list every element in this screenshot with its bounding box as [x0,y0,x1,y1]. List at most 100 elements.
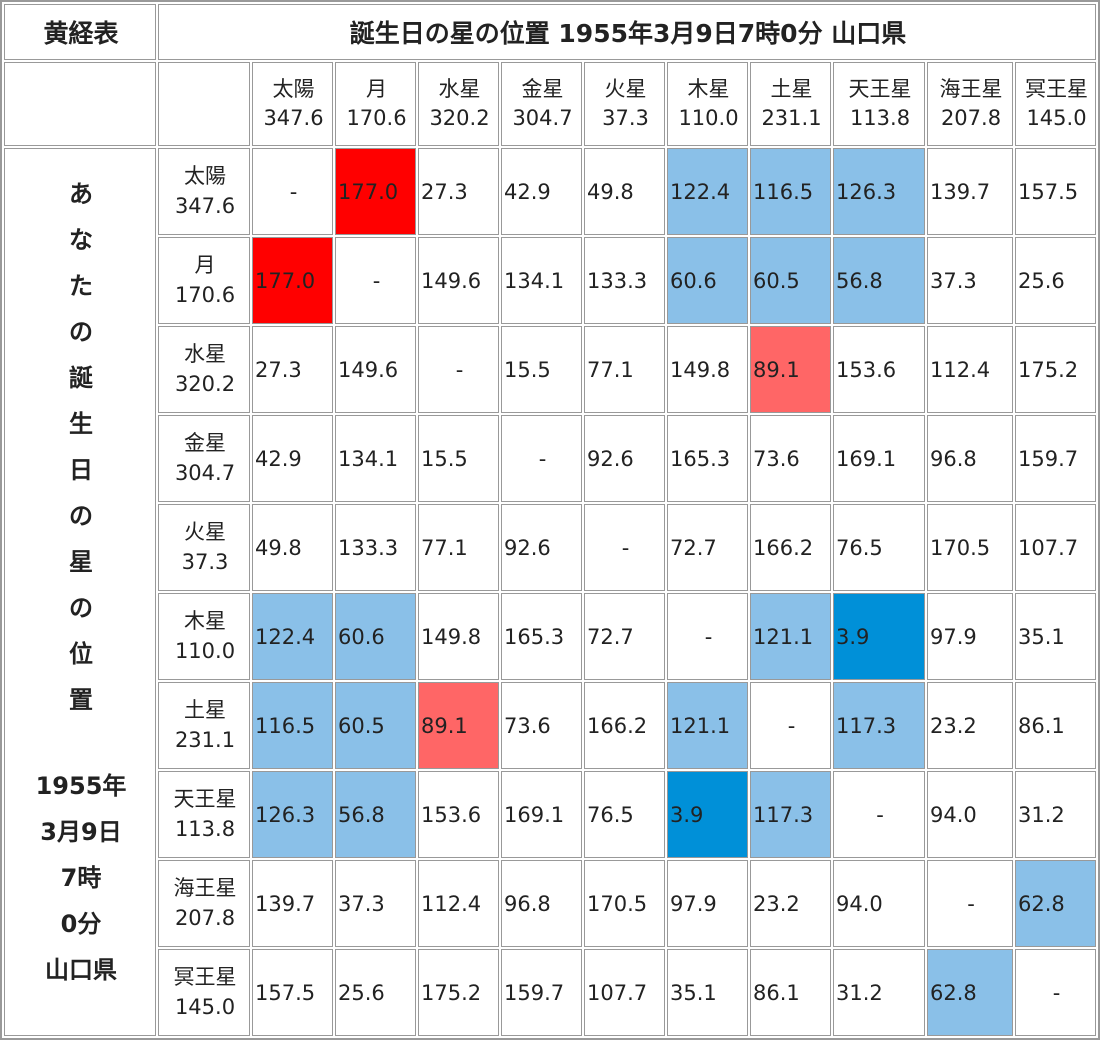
highlight-cell: 60.5 [335,682,416,769]
planet-longitude: 304.7 [512,106,573,130]
planet-name: 海王星 [939,76,1003,101]
planet-longitude: 145.0 [1026,106,1087,130]
planet-longitude: 207.8 [174,905,236,930]
planet-name: 冥王星 [1025,76,1088,101]
column-header: 木星 110.0 [667,62,748,146]
angle-cell: - [418,326,499,413]
angle-cell: 42.9 [252,415,333,502]
angle-cell: 166.2 [584,682,665,769]
highlight-cell: 122.4 [252,593,333,680]
planet-name: 月 [366,76,387,101]
angle-cell: 37.3 [335,860,416,947]
angle-cell: 77.1 [418,504,499,591]
table-row: あなたの誕生日の星の位置 1955年 3月9日 7時 0分 山口県 太陽 347.6-177.… [4,148,1096,1036]
highlight-cell: 60.6 [335,593,416,680]
planet-longitude: 37.3 [181,549,229,574]
column-header: 土星 231.1 [750,62,831,146]
angle-cell: 15.5 [418,415,499,502]
planet-name: 天王星 [173,787,237,812]
angle-cell: 92.6 [501,504,582,591]
angle-cell: 96.8 [501,860,582,947]
highlight-cell: 116.5 [252,682,333,769]
highlight-cell: 62.8 [927,949,1013,1036]
angle-cell: 133.3 [584,237,665,324]
angle-cell: 134.1 [501,237,582,324]
angle-cell: 165.3 [501,593,582,680]
angle-cell: 149.6 [335,326,416,413]
column-header: 冥王星 145.0 [1015,62,1096,146]
angle-cell: 42.9 [501,148,582,235]
planet-name: 太陽 [184,164,226,189]
highlight-cell: 121.1 [667,682,748,769]
angle-cell: - [927,860,1013,947]
angle-cell: 72.7 [584,593,665,680]
highlight-cell: 117.3 [750,771,831,858]
planet-name: 天王星 [848,76,912,101]
angle-cell: 25.6 [1015,237,1096,324]
planet-longitude: 347.6 [174,193,236,218]
corner-title: 黄経表 [4,4,156,60]
angle-cell: 149.8 [418,593,499,680]
table-row: 木星 110.0 122.4 60.6 149.8 165.3 72.7-121.1 3.9 9… [4,593,1096,680]
angle-cell: 170.5 [584,860,665,947]
angle-cell: 159.7 [501,949,582,1036]
angle-cell: 139.7 [927,148,1013,235]
planet-name: 水星 [184,342,226,367]
angle-cell: 49.8 [584,148,665,235]
planet-name: 金星 [521,76,564,101]
angle-cell: 23.2 [750,860,831,947]
angle-cell: 31.2 [833,949,925,1036]
planet-longitude: 304.7 [174,460,236,485]
column-header: 金星 304.7 [501,62,582,146]
angle-cell: 92.6 [584,415,665,502]
angle-cell: 31.2 [1015,771,1096,858]
row-header: 太陽 347.6 [158,148,250,235]
column-header: 天王星 113.8 [833,62,925,146]
angle-cell: 107.7 [1015,504,1096,591]
angle-cell: - [501,415,582,502]
planet-longitude: 145.0 [174,994,236,1019]
planet-longitude: 170.6 [174,282,236,307]
angle-cell: 25.6 [335,949,416,1036]
angle-cell: 149.8 [667,326,748,413]
planet-longitude: 231.1 [174,727,236,752]
angle-cell: 169.1 [501,771,582,858]
highlight-cell: 177.0 [252,237,333,324]
planet-name: 冥王星 [173,965,237,990]
table-row: 火星 37.3 49.8 133.3 77.1 92.6-72.7 166.2 76.5 170… [4,504,1096,591]
angle-cell: 94.0 [833,860,925,947]
planet-name: 土星 [770,76,813,101]
angle-cell: 166.2 [750,504,831,591]
planet-longitude: 207.8 [940,106,1002,130]
planet-name: 水星 [438,76,481,101]
planet-longitude: 37.3 [602,106,649,130]
date-line: 7時 [60,864,102,892]
column-header: 太陽 347.6 [252,62,333,146]
table-row: 月 170.6 177.0-149.6 134.1 133.3 60.6 60.5 56.8 3… [4,237,1096,324]
angle-cell: 169.1 [833,415,925,502]
column-header: 水星 320.2 [418,62,499,146]
angle-cell: 94.0 [927,771,1013,858]
angle-cell: 35.1 [1015,593,1096,680]
planet-name: 火星 [184,520,226,545]
row-header: 金星 304.7 [158,415,250,502]
highlight-cell: 116.5 [750,148,831,235]
angle-cell: 73.6 [501,682,582,769]
row-header: 海王星 207.8 [158,860,250,947]
angle-cell: - [252,148,333,235]
table-title: 誕生日の星の位置 1955年3月9日7時0分 山口県 [158,4,1096,60]
angle-cell: 86.1 [1015,682,1096,769]
angle-cell: 139.7 [252,860,333,947]
angle-cell: 153.6 [418,771,499,858]
angle-cell: 133.3 [335,504,416,591]
planet-name: 木星 [687,76,730,101]
row-header: 天王星 113.8 [158,771,250,858]
angle-cell: 35.1 [667,949,748,1036]
angle-cell: 134.1 [335,415,416,502]
angle-cell: 76.5 [584,771,665,858]
angle-cell: 112.4 [418,860,499,947]
highlight-cell: 126.3 [833,148,925,235]
planet-name: 火星 [604,76,647,101]
angle-cell: 97.9 [927,593,1013,680]
